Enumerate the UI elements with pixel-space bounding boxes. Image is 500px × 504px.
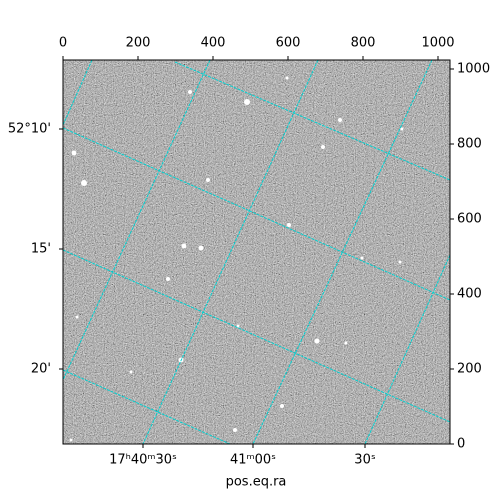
y-tick-label: 0 [457,437,465,452]
stars [69,76,404,442]
grid-line [63,127,450,301]
image-noise [63,60,450,444]
y-tick-label: 200 [457,362,482,377]
dec-tick-label: 20' [31,362,51,377]
y-tick-label: 1000 [457,62,490,77]
grid-line [174,61,450,181]
y-tick-label: 600 [457,212,482,227]
x-tick-label: 1000 [421,36,454,51]
ra-tick-label: 30ˢ [354,453,376,468]
grid-line [63,369,231,444]
ra-tick-label: 17ʰ40ᵐ30ˢ [109,453,177,468]
y-tick-label: 800 [457,137,482,152]
x-axis-label: pos.eq.ra [226,475,287,490]
x-tick-label: 800 [351,36,376,51]
dec-tick-label: 52°10' [8,122,51,137]
x-tick-label: 0 [59,36,67,51]
ra-tick-label: 41ᵐ00ˢ [230,453,276,468]
grid-line [142,60,319,444]
grid-line [252,60,433,444]
x-tick-label: 400 [201,36,226,51]
x-tick-label: 600 [276,36,301,51]
plot-frame [62,59,451,445]
grid-line [63,60,211,381]
dec-tick-label: 15' [31,242,51,257]
y-tick-label: 400 [457,287,482,302]
grid-line [364,254,450,444]
coordinate-grid [63,60,450,444]
x-tick-label: 200 [126,36,151,51]
grid-line [63,249,450,423]
